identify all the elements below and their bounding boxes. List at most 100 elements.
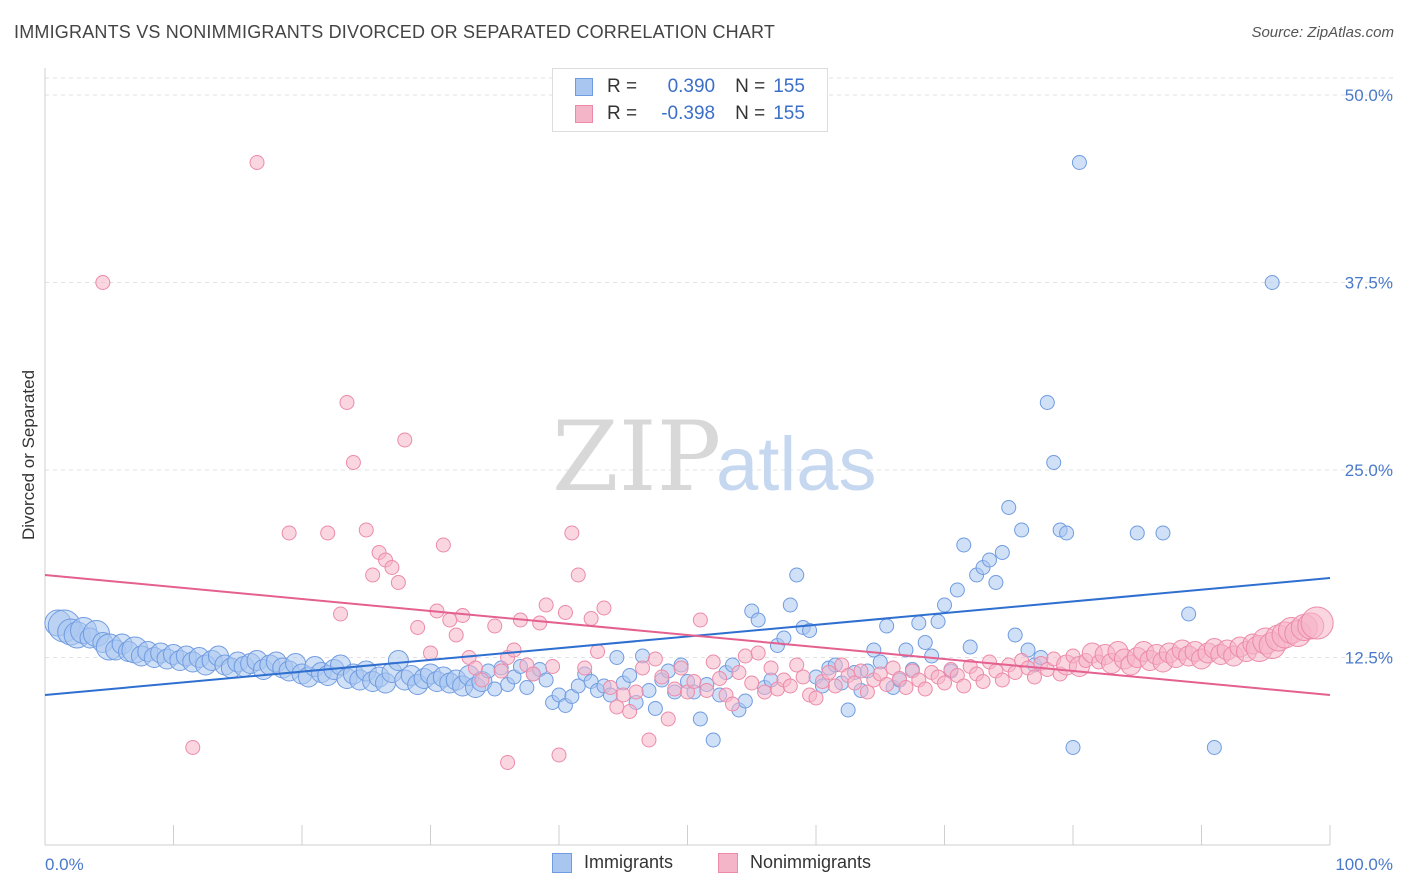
immigrants-point <box>994 545 1010 560</box>
immigrants-point <box>840 702 856 718</box>
y-tick-label: 25.0% <box>1345 461 1393 480</box>
nonimmigrants-point <box>635 660 651 676</box>
immigrants-point <box>1001 500 1017 515</box>
watermark-zip: ZIP <box>552 401 721 513</box>
immigrants-point <box>911 615 927 631</box>
immigrants-point <box>1065 740 1081 755</box>
watermark-atlas: atlas <box>716 422 877 507</box>
nonimmigrants-point <box>744 675 760 691</box>
bottom-legend-immigrants: Immigrants <box>552 852 673 873</box>
nonimmigrants-point <box>686 674 702 689</box>
nonimmigrants-point <box>551 747 567 763</box>
nonimmigrants-point <box>448 627 464 643</box>
immigrants-point <box>519 680 535 695</box>
legend-r-label: R = <box>607 103 638 124</box>
nonimmigrants-point <box>647 651 663 667</box>
nonimmigrants-point <box>898 680 914 695</box>
nonimmigrants-point <box>821 665 837 680</box>
nonimmigrants-point <box>467 660 483 676</box>
legend: R = 0.390 N = 155 R = -0.398 N = 155 <box>552 68 828 132</box>
immigrants-point <box>1264 275 1280 290</box>
nonimmigrants-point <box>782 678 798 694</box>
immigrants-point <box>937 597 952 613</box>
nonimmigrants-point <box>763 660 779 676</box>
nonimmigrants-point <box>917 681 933 697</box>
y-tick-label: 12.5% <box>1345 649 1393 668</box>
immigrants-point <box>879 618 895 634</box>
nonimmigrants-point <box>795 669 811 685</box>
immigrants-point <box>1155 525 1171 541</box>
nonimmigrants-point <box>538 597 554 613</box>
trend-lines <box>44 574 1331 696</box>
immigrants-point <box>924 648 940 664</box>
nonimmigrants-point <box>532 615 548 631</box>
grid-lines <box>45 77 1395 658</box>
y-tick-label: 50.0% <box>1345 86 1393 105</box>
legend-n-label: N = <box>735 103 766 124</box>
nonimmigrants-point <box>853 663 869 679</box>
nonimmigrants-swatch <box>575 105 593 123</box>
nonimmigrants-point <box>365 567 381 583</box>
nonimmigrants-point <box>500 755 516 770</box>
immigrants-point <box>802 623 818 638</box>
nonimmigrants-point <box>808 690 824 706</box>
immigrants-point <box>737 693 753 709</box>
immigrants-point <box>622 668 638 683</box>
nonimmigrants-point <box>1026 669 1042 685</box>
immigrants-point <box>692 711 708 727</box>
nonimmigrants-point <box>789 657 805 673</box>
nonimmigrants-point <box>358 522 374 538</box>
immigrants-point <box>387 650 409 671</box>
nonimmigrants-points <box>95 155 1334 770</box>
legend-n-label: N = <box>735 76 766 97</box>
nonimmigrants-point <box>423 645 438 661</box>
nonimmigrants-point <box>397 432 413 448</box>
immigrants-point <box>930 614 946 629</box>
nonimmigrants-point <box>345 455 361 470</box>
immigrants-point <box>981 552 997 568</box>
nonimmigrants-point <box>390 575 406 590</box>
immigrants-point <box>782 597 798 613</box>
nonimmigrants-point <box>712 671 728 686</box>
nonimmigrants-point <box>281 525 297 541</box>
chart-title: IMMIGRANTS VS NONIMMIGRANTS DIVORCED OR … <box>14 22 776 42</box>
immigrants-point <box>609 650 625 665</box>
legend-row-immigrants: R = 0.390 N = 155 <box>575 75 805 99</box>
nonimmigrants-point <box>455 608 471 623</box>
nonimmigrants-point <box>384 560 400 575</box>
immigrants-point <box>1007 627 1023 643</box>
legend-n-value: 155 <box>773 76 805 97</box>
nonimmigrants-point <box>731 665 747 680</box>
nonimmigrants-point <box>994 672 1010 688</box>
nonimmigrants-swatch <box>718 852 738 873</box>
nonimmigrants-point <box>557 605 573 620</box>
nonimmigrants-point <box>937 675 952 691</box>
nonimmigrants-point <box>577 660 593 676</box>
nonimmigrants-point <box>95 275 111 290</box>
nonimmigrants-point <box>1300 606 1334 640</box>
nonimmigrants-point <box>660 711 676 727</box>
nonimmigrants-point <box>847 675 863 691</box>
nonimmigrants-point <box>487 618 503 634</box>
nonimmigrants-point <box>249 155 265 170</box>
immigrants-point <box>988 575 1004 590</box>
legend-row-nonimmigrants: R = -0.398 N = 155 <box>575 102 805 126</box>
nonimmigrants-point <box>705 654 721 670</box>
immigrants-swatch <box>575 78 593 96</box>
nonimmigrants-point <box>641 732 657 748</box>
y-tick-label: 37.5% <box>1345 274 1393 293</box>
immigrants-point <box>917 635 933 650</box>
nonimmigrants-point <box>615 687 631 703</box>
watermark: ZIP atlas <box>552 401 877 513</box>
bottom-legend-label: Nonimmigrants <box>750 852 872 872</box>
nonimmigrants-point <box>667 681 683 697</box>
immigrants-point <box>1071 155 1087 170</box>
nonimmigrants-point <box>975 674 991 689</box>
immigrants-point <box>949 582 965 598</box>
legend-n-value: 155 <box>773 103 805 124</box>
legend-r-value: 0.390 <box>667 76 716 97</box>
x-tick-label: 0.0% <box>45 855 84 874</box>
nonimmigrants-point <box>442 612 458 628</box>
nonimmigrants-point <box>673 660 689 676</box>
nonimmigrants-point <box>474 672 490 688</box>
